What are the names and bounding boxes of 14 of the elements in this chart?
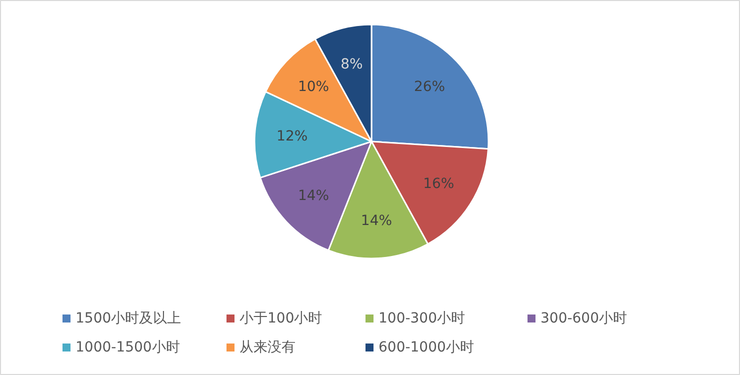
legend-label: 600-1000小时 <box>378 340 474 356</box>
legend-label: 300-600小时 <box>540 310 627 326</box>
data-label: 10% <box>298 79 330 96</box>
data-label: 16% <box>423 176 454 192</box>
legend-label: 从来没有 <box>240 340 296 356</box>
legend-label: 小于100小时 <box>240 310 322 326</box>
legend-label: 1500小时及以上 <box>76 310 182 326</box>
data-label: 8% <box>340 56 363 72</box>
data-label: 14% <box>298 188 330 204</box>
data-label: 14% <box>360 212 392 229</box>
data-label: 26% <box>414 79 446 96</box>
legend-label: 1000-1500小时 <box>76 340 180 356</box>
legend-label: 100-300小时 <box>378 310 465 326</box>
data-label: 12% <box>276 128 308 145</box>
